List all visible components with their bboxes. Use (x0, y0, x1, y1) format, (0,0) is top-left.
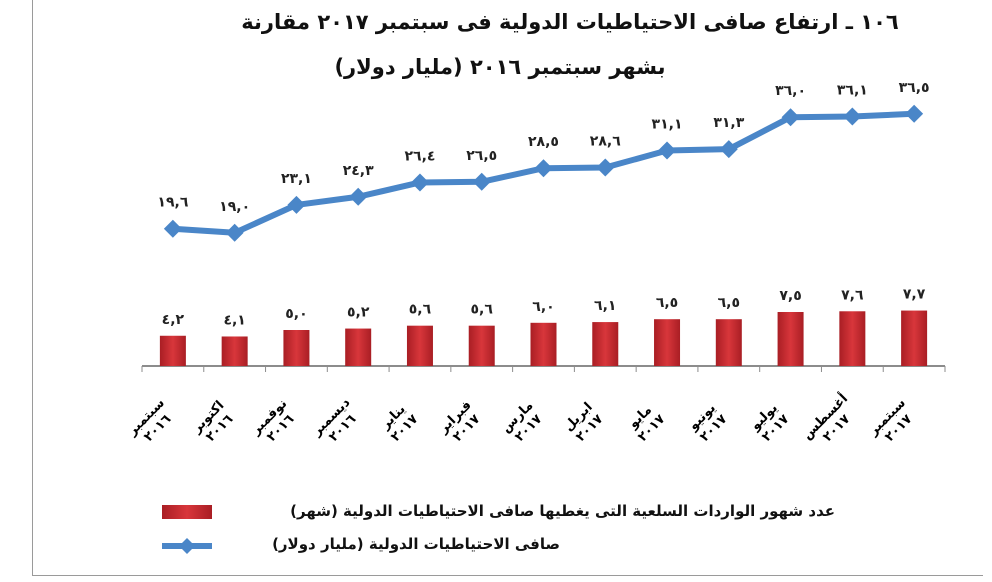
bar (468, 325, 495, 366)
line-marker (163, 219, 182, 238)
bar (221, 336, 248, 366)
bar-data-label: ٧,٧ (903, 287, 926, 303)
line-marker (719, 140, 738, 159)
line-marker (596, 158, 615, 177)
line-data-label: ١٩,٠ (219, 199, 250, 215)
bar (406, 325, 433, 366)
bar-data-label: ٤,١ (223, 312, 245, 328)
bar (283, 330, 310, 366)
chart-frame (32, 0, 983, 576)
bar (592, 322, 619, 366)
line-marker (349, 187, 368, 206)
line-data-label: ٣١,١ (652, 117, 683, 133)
bar (839, 311, 866, 366)
line-data-label: ٣٦,٠ (775, 83, 806, 99)
line-marker (287, 195, 306, 214)
legend-line-label: صافى الاحتياطيات الدولية (مليار دولار) (272, 535, 560, 553)
line-data-label: ٣٦,٥ (899, 80, 930, 96)
bar-data-label: ٧,٦ (841, 287, 864, 303)
bar-data-label: ٥,٦ (409, 302, 432, 318)
bar (530, 322, 557, 366)
bar (654, 319, 681, 366)
bar-data-label: ٥,٢ (347, 305, 370, 321)
legend-bar-label: عدد شهور الواردات السلعية التى يغطيها صا… (290, 502, 835, 520)
bar-data-label: ٦,٠ (532, 299, 554, 315)
line-data-label: ٢٨,٦ (590, 134, 621, 150)
line-data-label: ٢٣,١ (281, 171, 312, 187)
bar-data-label: ٧,٥ (779, 288, 801, 304)
chart-title: ١٠٦ ـ ارتفاع صافى الاحتياطيات الدولية فى… (241, 10, 899, 34)
line-marker (534, 159, 553, 178)
line-marker (781, 108, 800, 127)
line-data-label: ٣١,٣ (713, 115, 744, 131)
chart-subtitle: بشهر سبتمبر ٢٠١٦ (مليار دولار) (334, 55, 666, 79)
bar-data-label: ٦,٥ (718, 295, 740, 311)
line-data-label: ٢٨,٥ (528, 134, 559, 150)
bar (345, 328, 372, 366)
line-data-label: ١٩,٦ (157, 195, 188, 211)
bar-data-label: ٦,٥ (656, 295, 678, 311)
bar (901, 310, 928, 366)
line-data-label: ٢٤,٣ (343, 163, 374, 179)
line-marker (905, 104, 924, 123)
line-data-label: ٣٦,١ (837, 83, 868, 99)
bar (159, 335, 186, 366)
line-marker (843, 107, 862, 126)
line-marker (225, 223, 244, 242)
bar (777, 312, 804, 366)
bar-data-label: ٦,١ (594, 298, 616, 314)
bar-data-label: ٤,٢ (162, 312, 185, 328)
bar (715, 319, 742, 366)
bar-data-label: ٥,٠ (285, 306, 307, 322)
bar-data-label: ٥,٦ (471, 302, 494, 318)
line-data-label: ٢٦,٤ (404, 148, 435, 164)
line-marker (410, 173, 429, 192)
line-marker (472, 172, 491, 191)
line-marker (658, 141, 677, 160)
line-data-label: ٢٦,٥ (466, 148, 497, 164)
